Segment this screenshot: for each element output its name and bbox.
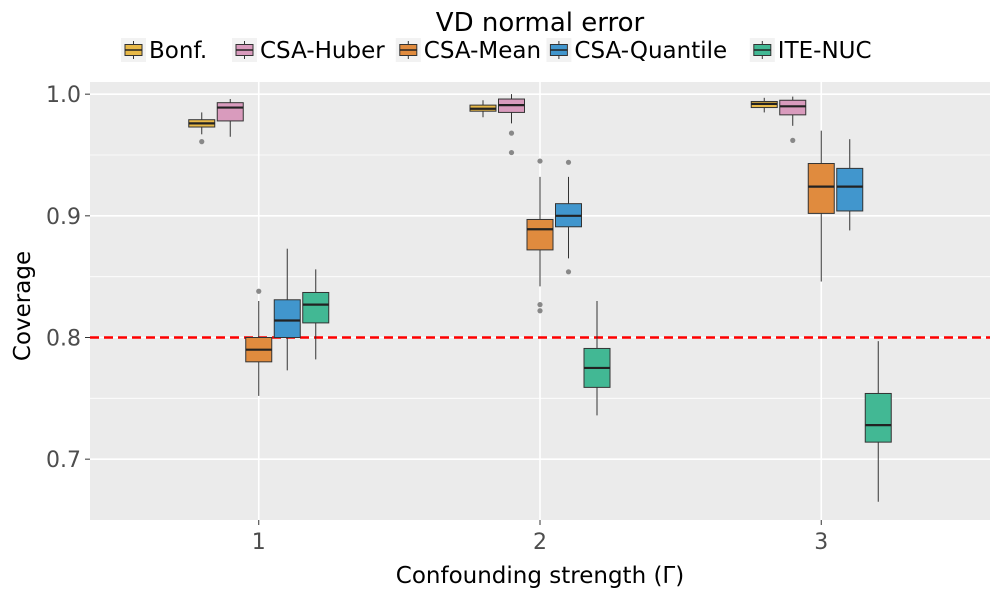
box: [864, 341, 892, 502]
box: [555, 159, 582, 275]
y-tick-label: 0.9: [46, 205, 81, 230]
x-tick-label: 3: [814, 530, 828, 555]
outlier-point: [537, 302, 543, 308]
series-csa-huber: [216, 94, 807, 156]
y-tick-label: 1.0: [46, 83, 81, 108]
outlier-point: [565, 269, 572, 275]
outlier-point: [537, 158, 543, 164]
legend-label: CSA-Huber: [260, 38, 385, 64]
box: [807, 130, 835, 282]
legend-label: CSA-Quantile: [574, 38, 727, 64]
x-axis: 1 2 3: [252, 520, 828, 555]
outlier-point: [565, 159, 572, 165]
box: [245, 288, 273, 396]
box-body: [273, 299, 301, 338]
outlier-point: [256, 288, 262, 294]
legend-item: Bonf.: [121, 38, 207, 64]
legend-label: ITE-NUC: [778, 38, 872, 64]
y-tick-label: 0.7: [46, 448, 81, 473]
series-csa-mean: [245, 130, 835, 396]
box: [779, 96, 807, 143]
series-bonf-: [188, 97, 778, 145]
x-axis-title: Confounding strength (Γ): [396, 563, 684, 589]
box-body: [807, 163, 835, 214]
x-tick-label: 2: [533, 530, 547, 555]
box-body: [864, 392, 892, 443]
box-body: [779, 99, 807, 116]
y-axis-title: Coverage: [10, 251, 36, 361]
box: [750, 97, 778, 113]
box: [273, 248, 301, 371]
box-body: [836, 167, 864, 212]
series-csa-quantile: [273, 139, 864, 371]
box: [583, 301, 611, 416]
outlier-point: [790, 137, 796, 143]
legend-item: CSA-Quantile: [546, 38, 727, 64]
legend: Bonf. CSA-Huber CSA-Mean CSA-Quantile ITE-NU…: [121, 38, 872, 64]
legend-item: CSA-Mean: [395, 38, 541, 64]
legend-label: CSA-Mean: [424, 38, 541, 64]
box-body: [302, 291, 330, 324]
legend-item: CSA-Huber: [232, 38, 385, 64]
box: [469, 100, 497, 118]
outlier-point: [199, 139, 205, 145]
outlier-point: [508, 130, 515, 136]
legend-item: ITE-NUC: [749, 38, 872, 64]
legend-label: Bonf.: [149, 38, 207, 64]
series-ite-nuc: [302, 269, 892, 502]
y-tick-label: 0.8: [46, 327, 81, 352]
x-tick-label: 1: [252, 530, 266, 555]
outlier-point: [508, 149, 515, 156]
legend-title: VD normal error: [436, 8, 645, 38]
box: [216, 99, 244, 137]
box-body: [216, 102, 244, 122]
box: [302, 269, 330, 360]
box-body: [526, 218, 554, 251]
outlier-point: [537, 308, 543, 314]
box-layer: [188, 94, 892, 502]
box: [498, 94, 525, 156]
box: [526, 158, 554, 314]
box: [836, 139, 864, 231]
box: [188, 112, 216, 145]
y-axis: 0.7 0.8 0.9 1.0: [46, 83, 90, 473]
